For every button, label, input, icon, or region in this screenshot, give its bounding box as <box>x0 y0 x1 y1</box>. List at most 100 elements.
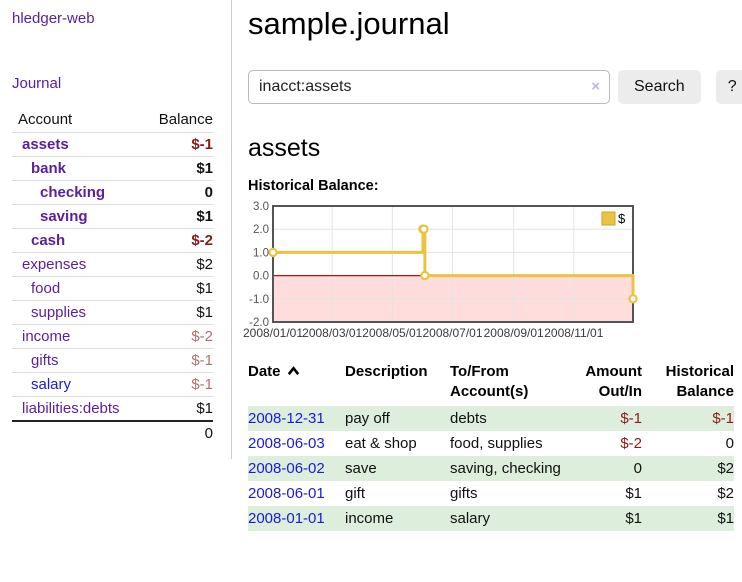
accounts-cell: debts <box>450 410 487 427</box>
sort-ascending-icon <box>287 362 300 382</box>
sidebar-account-link-gifts[interactable]: gifts <box>31 352 59 369</box>
amount-column-header: Amount Out/In <box>585 363 642 400</box>
transaction-date-link[interactable]: 2008-06-02 <box>248 460 325 477</box>
amount-cell: $-2 <box>620 435 642 452</box>
clear-search-icon[interactable]: × <box>591 78 600 95</box>
sidebar-item-journal[interactable]: Journal <box>12 75 62 92</box>
help-button[interactable]: ? <box>715 70 742 104</box>
accounts-cell: food, supplies <box>450 435 543 452</box>
date-cell: 2008-06-02 <box>248 456 345 481</box>
amount-cell: $-1 <box>620 410 642 427</box>
accounts-cell: salary <box>450 510 491 527</box>
account-row: bank $1 <box>12 156 213 181</box>
balance-cell: $-1 <box>712 410 734 427</box>
sidebar-account-link-liabilities-debts[interactable]: liabilities:debts <box>22 400 120 417</box>
transaction-date-link[interactable]: 2008-01-01 <box>248 510 325 527</box>
account-row: income $-2 <box>12 324 213 349</box>
data-point <box>268 247 278 258</box>
account-row: gifts $-1 <box>12 348 213 373</box>
register-row: 2008-01-01 income salary $1 $1 <box>248 506 734 531</box>
search-input[interactable] <box>248 70 610 104</box>
data-point <box>628 294 638 304</box>
main-content: sample.journal × Search ? assets Histori… <box>232 0 742 531</box>
sidebar-account-link-saving[interactable]: saving <box>40 208 88 225</box>
sidebar-account-link-cash[interactable]: cash <box>31 232 66 249</box>
transaction-date-link[interactable]: 2008-12-31 <box>248 410 325 427</box>
description-cell: income <box>345 510 394 527</box>
account-total-value: 0 <box>140 420 213 445</box>
transaction-date-link[interactable]: 2008-06-01 <box>248 485 325 502</box>
account-row: checking 0 <box>12 180 213 205</box>
sidebar-account-link-food[interactable]: food <box>31 280 61 297</box>
account-balance: $-1 <box>140 348 213 373</box>
date-header-label: Date <box>248 363 281 380</box>
balance-cell: $1 <box>717 510 734 527</box>
account-tree: Account Balance assets $-1 bank $1 checking 0… <box>12 108 213 445</box>
date-cell: 2008-01-01 <box>248 506 345 531</box>
balance-cell: $2 <box>717 485 734 502</box>
transaction-date-link[interactable]: 2008-06-03 <box>248 435 325 452</box>
register-row: 2008-06-03 eat & shop food, supplies $-2 0 <box>248 431 734 456</box>
balance-cell: $2 <box>717 460 734 477</box>
search-form: × Search ? <box>248 70 742 104</box>
register-row: 2008-06-02 save saving, checking 0 $2 <box>248 456 734 481</box>
legend-label: $ <box>618 211 626 226</box>
plot-border <box>272 205 634 323</box>
x-axis-tick-label: 2008/01/01 <box>243 326 303 340</box>
sidebar-account-link-bank[interactable]: bank <box>31 160 67 177</box>
account-balance: $1 <box>140 396 213 422</box>
x-axis-tick-label: 2008/05/01 <box>362 326 422 340</box>
account-heading: assets <box>248 134 321 162</box>
account-total-row: 0 <box>12 420 213 445</box>
account-row: liabilities:debts $1 <box>12 396 213 422</box>
y-axis-tick-label: 3.0 <box>253 201 269 213</box>
x-axis-tick-label: 2008/09/01 <box>484 326 544 340</box>
y-axis-tick-label: -1.0 <box>249 294 269 306</box>
data-point <box>419 224 429 234</box>
account-balance: $-2 <box>140 324 213 349</box>
account-row: supplies $1 <box>12 300 213 325</box>
app-layout: hledger-web Journal Account Balance asse… <box>0 0 742 531</box>
amount-cell: 0 <box>633 460 642 477</box>
sidebar-account-link-assets[interactable]: assets <box>22 136 69 153</box>
date-cell: 2008-12-31 <box>248 406 345 431</box>
account-row: assets $-1 <box>12 132 213 157</box>
sidebar-account-link-income[interactable]: income <box>22 328 71 345</box>
account-row: expenses $2 <box>12 252 213 277</box>
historical-balance-chart: $3.0 2.0 1.0 0.0 -1.0 -2.0 2008/01/01 2008/03/0… <box>243 201 638 344</box>
sidebar: hledger-web Journal Account Balance asse… <box>0 0 232 459</box>
y-axis-tick-label: 1.0 <box>253 247 269 259</box>
x-axis-tick-label: 2008/07/01 <box>422 326 482 340</box>
accounts-column-header: To/From Account(s) <box>450 363 529 400</box>
register-table: Date Description To/From Account(s) Amou… <box>248 360 734 531</box>
account-column-header: Account <box>12 108 141 133</box>
sidebar-account-link-checking[interactable]: checking <box>40 184 106 201</box>
account-balance: 0 <box>140 180 213 205</box>
x-axis-tick-label: 2008/03/01 <box>302 326 362 340</box>
legend-swatch <box>601 211 616 226</box>
balance-column-header: Balance <box>140 108 213 133</box>
account-row: cash $-2 <box>12 228 213 253</box>
accounts-cell: gifts <box>450 485 478 502</box>
y-axis-tick-label: 2.0 <box>253 224 269 236</box>
description-column-header: Description <box>345 363 428 380</box>
sidebar-account-link-expenses[interactable]: expenses <box>22 256 87 273</box>
account-balance: $1 <box>140 204 213 229</box>
account-balance: $1 <box>140 300 213 325</box>
brand-link[interactable]: hledger-web <box>12 10 95 27</box>
data-point <box>420 270 430 281</box>
y-axis-tick-label: 0.0 <box>253 271 269 283</box>
account-balance: $1 <box>140 156 213 181</box>
chart-title: Historical Balance: <box>248 178 379 194</box>
description-cell: pay off <box>345 410 390 427</box>
account-tree-body: assets $-1 bank $1 checking 0 saving $1 cash $-2 e… <box>12 132 213 422</box>
balance-column-header-register: Historical Balance <box>665 363 734 400</box>
date-column-header[interactable]: Date <box>248 360 345 406</box>
search-button[interactable]: Search <box>618 70 701 104</box>
sidebar-account-link-supplies[interactable]: supplies <box>31 304 87 321</box>
accounts-cell: saving, checking <box>450 460 561 477</box>
description-cell: gift <box>345 485 366 502</box>
description-cell: eat & shop <box>345 435 417 452</box>
sidebar-account-link-salary[interactable]: salary <box>31 376 72 393</box>
